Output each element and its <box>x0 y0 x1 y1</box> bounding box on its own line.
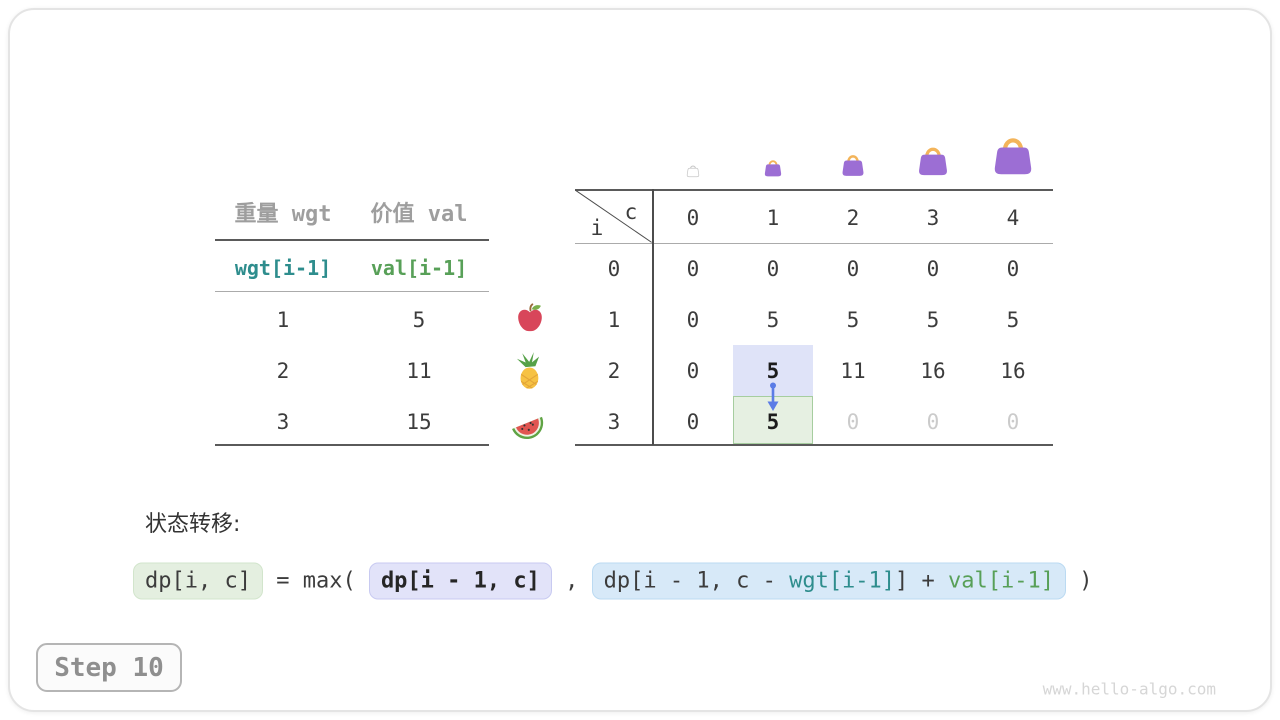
items-table-mid-rule <box>215 291 489 293</box>
formula-arg2-prefix: dp[i - 1, c - <box>603 568 790 594</box>
formula-arg2-wgt: wgt[i-1] <box>789 568 896 594</box>
dp-col-header-2: 2 <box>846 206 860 230</box>
dp-cell-3-1-highlighted: 5 <box>766 410 780 434</box>
items-header-weight: 重量 wgt <box>234 202 332 227</box>
formula-comma: , <box>551 568 592 594</box>
dp-cell-3-3-dimmed: 0 <box>926 410 940 434</box>
transition-formula: dp[i, c] = max( dp[i - 1, c] , dp[i - 1,… <box>133 562 1093 600</box>
bag-small-icon <box>763 157 784 178</box>
dp-corner-row-var: i <box>590 216 604 240</box>
dp-row-header-0: 0 <box>607 257 621 281</box>
dp-cell-0-2: 0 <box>846 257 860 281</box>
figure-card <box>8 8 1272 712</box>
dp-cell-0-3: 0 <box>926 257 940 281</box>
dp-cell-1-0: 0 <box>686 308 700 332</box>
dp-col-header-4: 4 <box>1006 206 1020 230</box>
item-weight-3: 3 <box>276 410 290 434</box>
item-value-2: 11 <box>406 359 432 383</box>
transition-arrow-icon <box>766 382 780 412</box>
items-var-val: val[i-1] <box>370 256 468 280</box>
formula-arg2-box: dp[i - 1, c - wgt[i-1]] + val[i-1] <box>591 562 1066 600</box>
transition-label: 状态转移: <box>145 512 241 537</box>
dp-cell-2-2: 11 <box>840 359 866 383</box>
formula-lhs-box: dp[i, c] <box>133 562 263 600</box>
dp-cell-2-4: 16 <box>1000 359 1026 383</box>
dp-table-bottom-rule <box>575 444 1053 446</box>
dp-row-header-3: 3 <box>607 410 621 434</box>
items-var-wgt: wgt[i-1] <box>234 256 332 280</box>
items-table-bottom-rule <box>215 444 489 446</box>
dp-cell-0-1: 0 <box>766 257 780 281</box>
items-header-value: 价值 val <box>370 202 468 227</box>
item-value-1: 5 <box>412 308 426 332</box>
formula-close-paren: ) <box>1066 568 1093 594</box>
dp-cell-2-3: 16 <box>920 359 946 383</box>
dp-cell-1-1: 5 <box>766 308 780 332</box>
item-value-3: 15 <box>406 410 432 434</box>
formula-arg1-box: dp[i - 1, c] <box>368 562 552 600</box>
bag-outline-icon <box>686 163 701 178</box>
dp-cell-0-0: 0 <box>686 257 700 281</box>
watermelon-icon <box>508 402 546 440</box>
dp-row-header-1: 1 <box>607 308 621 332</box>
step-badge: Step 10 <box>36 643 182 692</box>
formula-eq-max: = max( <box>262 568 369 594</box>
pineapple-icon <box>513 350 545 392</box>
dp-cell-3-2-dimmed: 0 <box>846 410 860 434</box>
bag-xlarge-icon <box>990 131 1037 178</box>
dp-table-header-rule <box>575 242 1053 244</box>
bag-large-icon <box>915 142 951 178</box>
dp-cell-3-4-dimmed: 0 <box>1006 410 1020 434</box>
dp-cell-2-0: 0 <box>686 359 700 383</box>
dp-cell-1-4: 5 <box>1006 308 1020 332</box>
dp-row-header-2: 2 <box>607 359 621 383</box>
item-weight-1: 1 <box>276 308 290 332</box>
watermark: www.hello-algo.com <box>1042 679 1216 699</box>
formula-arg2-mid: ] + <box>895 568 949 594</box>
dp-cell-0-4: 0 <box>1006 257 1020 281</box>
dp-col-header-0: 0 <box>686 206 700 230</box>
dp-table-vertical-rule <box>652 189 654 445</box>
dp-cell-1-3: 5 <box>926 308 940 332</box>
items-table-top-rule <box>215 239 489 241</box>
formula-arg2-val: val[i-1] <box>948 568 1054 594</box>
dp-cell-3-0: 0 <box>686 410 700 434</box>
dp-cell-2-1-highlighted: 5 <box>766 359 780 383</box>
dp-cell-1-2: 5 <box>846 308 860 332</box>
dp-col-header-3: 3 <box>926 206 940 230</box>
item-weight-2: 2 <box>276 359 290 383</box>
dp-col-header-1: 1 <box>766 206 780 230</box>
dp-corner-col-var: c <box>624 200 638 224</box>
bag-medium-icon <box>840 151 867 178</box>
dp-table-top-rule <box>575 188 1053 191</box>
apple-icon <box>513 302 547 336</box>
